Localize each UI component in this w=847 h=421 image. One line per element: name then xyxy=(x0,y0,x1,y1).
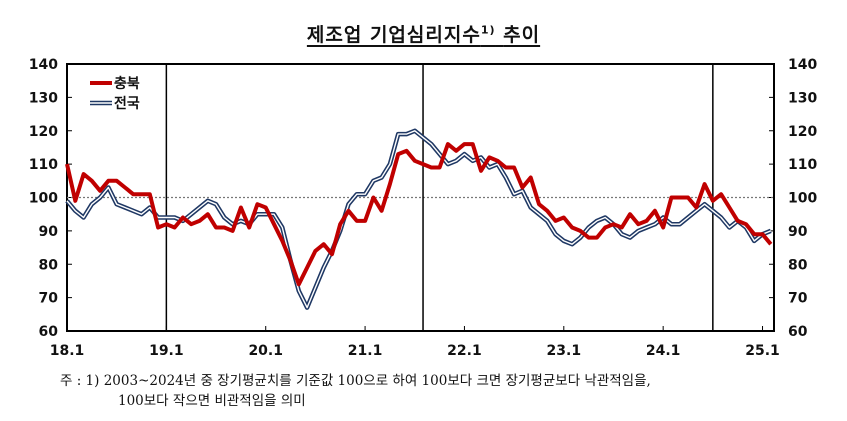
y-axis-label-right: 120 xyxy=(788,124,817,140)
x-axis-label: 25.1 xyxy=(745,343,780,359)
x-axis-label: 19.1 xyxy=(149,343,184,359)
x-axis-label: 21.1 xyxy=(348,343,383,359)
line-chart: 60 60 70 70 80 80 90 90 100 100 110 110 120 120 130 130… xyxy=(29,57,818,359)
y-axis-label-right: 140 xyxy=(788,57,817,73)
chart-title-text: 제조업 기업심리지수1) 추이 xyxy=(307,24,540,46)
y-axis-label-left: 80 xyxy=(39,257,59,273)
legend-label-national: 전국 xyxy=(114,95,140,112)
chart-title: 제조업 기업심리지수1) 추이 xyxy=(0,20,847,47)
legend-label-chungbuk: 충북 xyxy=(114,76,140,92)
y-axis-label-left: 90 xyxy=(39,224,59,240)
y-axis-label-right: 70 xyxy=(788,291,808,307)
footnote-text-1: 2003~2024년 중 장기평균치를 기준값 100으로 하여 100보다 크… xyxy=(103,373,651,389)
footnote-line-2: 100보다 작으면 비관적임을 의미 xyxy=(118,393,306,409)
footnote-line-1: 주 : 1) 2003~2024년 중 장기평균치를 기준값 100으로 하여 … xyxy=(60,371,651,391)
y-axis-label-left: 60 xyxy=(39,324,59,340)
y-axis-label-left: 130 xyxy=(29,90,58,106)
y-axis-label-right: 60 xyxy=(788,324,808,340)
footnote: 주 : 1) 2003~2024년 중 장기평균치를 기준값 100으로 하여 … xyxy=(60,371,651,411)
x-axis-label: 22.1 xyxy=(447,343,482,359)
y-axis-label-right: 90 xyxy=(788,224,808,240)
y-axis-label-right: 100 xyxy=(788,191,817,207)
chart-title-suffix: 추이 xyxy=(503,24,541,46)
chart-title-footnote-ref: 1) xyxy=(480,23,496,37)
x-axis-label: 23.1 xyxy=(547,343,582,359)
y-axis-label-left: 140 xyxy=(29,57,58,73)
y-axis-label-right: 110 xyxy=(788,157,817,173)
y-axis-label-left: 120 xyxy=(29,124,58,140)
x-axis-label: 18.1 xyxy=(50,343,85,359)
y-axis-label-left: 110 xyxy=(29,157,58,173)
y-axis-label-left: 100 xyxy=(29,191,58,207)
x-axis-label: 20.1 xyxy=(248,343,283,359)
x-axis-label: 24.1 xyxy=(646,343,681,359)
y-axis-label-right: 80 xyxy=(788,257,808,273)
series-line-chungbuk xyxy=(65,142,773,287)
y-axis-label-right: 130 xyxy=(788,90,817,106)
footnote-prefix: 주 : 1) xyxy=(60,373,100,389)
chart-title-main: 제조업 기업심리지수 xyxy=(306,24,481,46)
y-axis-label-left: 70 xyxy=(39,291,59,307)
